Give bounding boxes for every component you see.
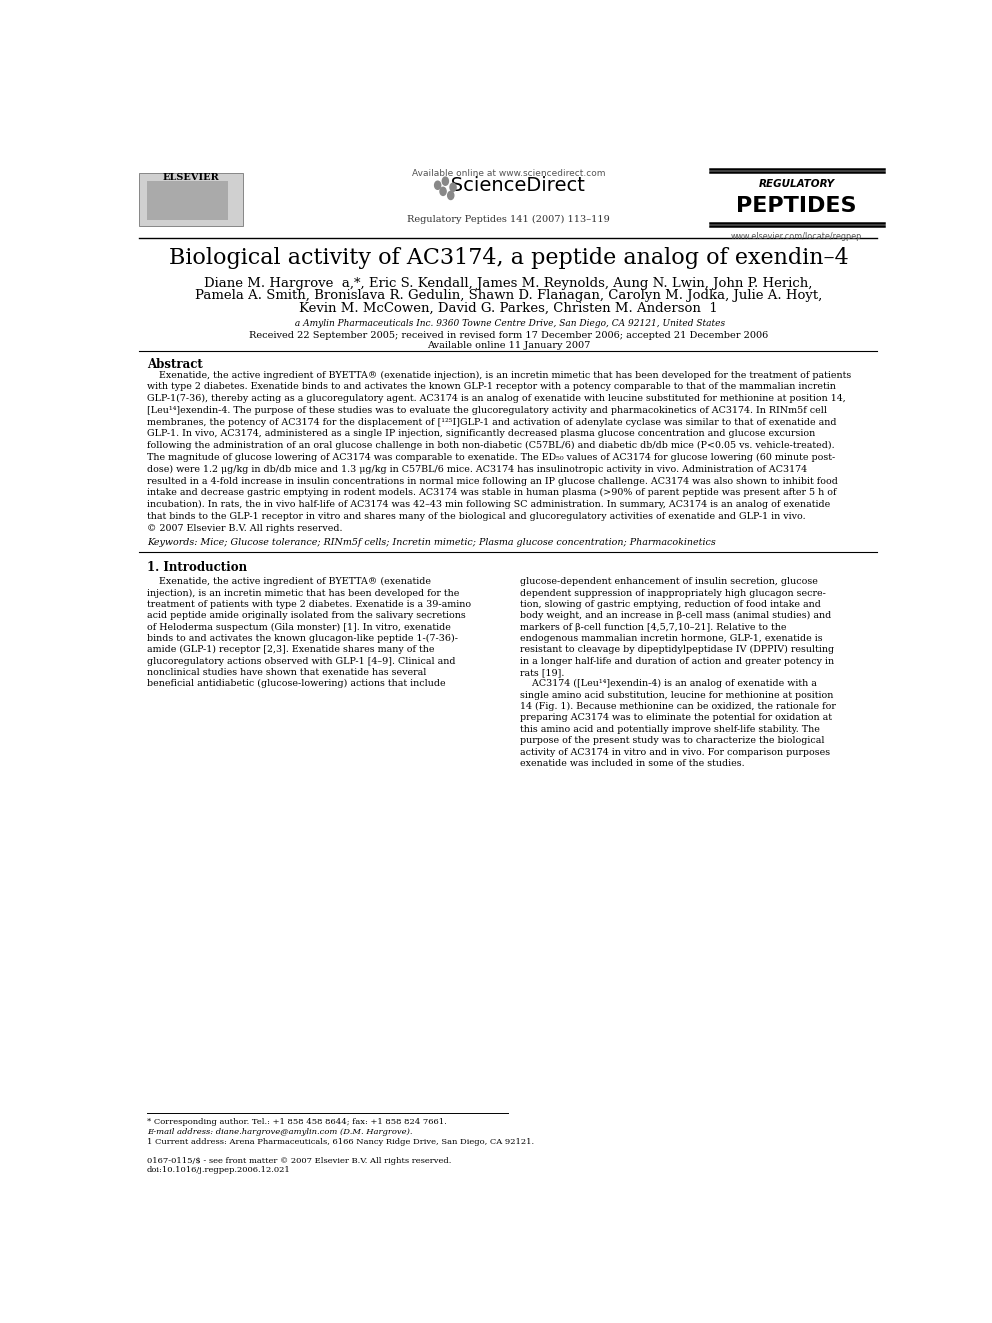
Text: Exenatide, the active ingredient of BYETTA® (exenatide injection), is an increti: Exenatide, the active ingredient of BYET… (147, 370, 851, 380)
Text: REGULATORY: REGULATORY (759, 179, 834, 189)
Text: following the administration of an oral glucose challenge in both non-diabetic (: following the administration of an oral … (147, 442, 834, 450)
Text: Abstract: Abstract (147, 359, 202, 372)
Text: [Leu¹⁴]exendin-4. The purpose of these studies was to evaluate the glucoregulato: [Leu¹⁴]exendin-4. The purpose of these s… (147, 406, 827, 415)
Text: of Heloderma suspectum (Gila monster) [1]. In vitro, exenatide: of Heloderma suspectum (Gila monster) [1… (147, 623, 451, 631)
Circle shape (442, 177, 448, 185)
Text: Available online at www.sciencedirect.com: Available online at www.sciencedirect.co… (412, 169, 605, 179)
Text: this amino acid and potentially improve shelf-life stability. The: this amino acid and potentially improve … (520, 725, 819, 734)
Text: glucoregulatory actions observed with GLP-1 [4–9]. Clinical and: glucoregulatory actions observed with GL… (147, 656, 455, 665)
Circle shape (450, 183, 456, 192)
Text: glucose-dependent enhancement of insulin secretion, glucose: glucose-dependent enhancement of insulin… (520, 577, 817, 586)
Text: purpose of the present study was to characterize the biological: purpose of the present study was to char… (520, 736, 824, 745)
Text: 14 (Fig. 1). Because methionine can be oxidized, the rationale for: 14 (Fig. 1). Because methionine can be o… (520, 703, 836, 712)
Text: acid peptide amide originally isolated from the salivary secretions: acid peptide amide originally isolated f… (147, 611, 466, 620)
Text: Diane M. Hargrove  a,*, Eric S. Kendall, James M. Reynolds, Aung N. Lwin, John P: Diane M. Hargrove a,*, Eric S. Kendall, … (204, 277, 812, 290)
Text: exenatide was included in some of the studies.: exenatide was included in some of the st… (520, 759, 745, 767)
Text: markers of β-cell function [4,5,7,10–21]. Relative to the: markers of β-cell function [4,5,7,10–21]… (520, 623, 787, 631)
Text: nonclinical studies have shown that exenatide has several: nonclinical studies have shown that exen… (147, 668, 427, 677)
Text: single amino acid substitution, leucine for methionine at position: single amino acid substitution, leucine … (520, 691, 833, 700)
Text: www.elsevier.com/locate/regpep: www.elsevier.com/locate/regpep (731, 232, 862, 241)
Text: resistant to cleavage by dipeptidylpeptidase IV (DPPIV) resulting: resistant to cleavage by dipeptidylpepti… (520, 646, 834, 655)
Text: endogenous mammalian incretin hormone, GLP-1, exenatide is: endogenous mammalian incretin hormone, G… (520, 634, 822, 643)
Text: injection), is an incretin mimetic that has been developed for the: injection), is an incretin mimetic that … (147, 589, 459, 598)
Text: in a longer half-life and duration of action and greater potency in: in a longer half-life and duration of ac… (520, 656, 834, 665)
Text: dependent suppression of inappropriately high glucagon secre-: dependent suppression of inappropriately… (520, 589, 825, 598)
Text: E-mail address: diane.hargrove@amylin.com (D.M. Hargrove).: E-mail address: diane.hargrove@amylin.co… (147, 1129, 413, 1136)
Text: amide (GLP-1) receptor [2,3]. Exenatide shares many of the: amide (GLP-1) receptor [2,3]. Exenatide … (147, 646, 434, 655)
Text: intake and decrease gastric emptying in rodent models. AC3174 was stable in huma: intake and decrease gastric emptying in … (147, 488, 836, 497)
Text: tion, slowing of gastric emptying, reduction of food intake and: tion, slowing of gastric emptying, reduc… (520, 599, 820, 609)
Text: rats [19].: rats [19]. (520, 668, 564, 677)
Text: GLP-1(7-36), thereby acting as a glucoregulatory agent. AC3174 is an analog of e: GLP-1(7-36), thereby acting as a glucore… (147, 394, 846, 404)
Text: Received 22 September 2005; received in revised form 17 December 2006; accepted : Received 22 September 2005; received in … (249, 331, 768, 340)
Text: incubation). In rats, the in vivo half-life of AC3174 was 42–43 min following SC: incubation). In rats, the in vivo half-l… (147, 500, 830, 509)
Text: activity of AC3174 in vitro and in vivo. For comparison purposes: activity of AC3174 in vitro and in vivo.… (520, 747, 830, 757)
Text: Exenatide, the active ingredient of BYETTA® (exenatide: Exenatide, the active ingredient of BYET… (147, 577, 432, 586)
Text: Keywords: Mice; Glucose tolerance; RINm5f cells; Incretin mimetic; Plasma glucos: Keywords: Mice; Glucose tolerance; RINm5… (147, 538, 716, 548)
Text: 1. Introduction: 1. Introduction (147, 561, 247, 574)
Text: membranes, the potency of AC3174 for the displacement of [¹²⁵I]GLP-1 and activat: membranes, the potency of AC3174 for the… (147, 418, 836, 427)
Text: binds to and activates the known glucagon-like peptide 1-(7-36)-: binds to and activates the known glucago… (147, 634, 458, 643)
Text: beneficial antidiabetic (glucose-lowering) actions that include: beneficial antidiabetic (glucose-lowerin… (147, 680, 445, 688)
Text: © 2007 Elsevier B.V. All rights reserved.: © 2007 Elsevier B.V. All rights reserved… (147, 524, 342, 533)
Text: * Corresponding author. Tel.: +1 858 458 8644; fax: +1 858 824 7661.: * Corresponding author. Tel.: +1 858 458… (147, 1118, 446, 1126)
Circle shape (440, 188, 446, 196)
Text: The magnitude of glucose lowering of AC3174 was comparable to exenatide. The ED₅: The magnitude of glucose lowering of AC3… (147, 452, 835, 462)
Text: dose) were 1.2 μg/kg in db/db mice and 1.3 μg/kg in C57BL/6 mice. AC3174 has ins: dose) were 1.2 μg/kg in db/db mice and 1… (147, 464, 807, 474)
Text: body weight, and an increase in β-cell mass (animal studies) and: body weight, and an increase in β-cell m… (520, 611, 831, 620)
FancyBboxPatch shape (147, 181, 228, 220)
Text: with type 2 diabetes. Exenatide binds to and activates the known GLP-1 receptor : with type 2 diabetes. Exenatide binds to… (147, 382, 836, 392)
Text: Pamela A. Smith, Bronislava R. Gedulin, Shawn D. Flanagan, Carolyn M. Jodka, Jul: Pamela A. Smith, Bronislava R. Gedulin, … (194, 290, 822, 302)
Text: Available online 11 January 2007: Available online 11 January 2007 (427, 341, 590, 351)
Circle shape (434, 181, 440, 189)
Text: AC3174 ([Leu¹⁴]exendin-4) is an analog of exenatide with a: AC3174 ([Leu¹⁴]exendin-4) is an analog o… (520, 680, 816, 688)
Text: treatment of patients with type 2 diabetes. Exenatide is a 39-amino: treatment of patients with type 2 diabet… (147, 599, 471, 609)
Text: doi:10.1016/j.regpep.2006.12.021: doi:10.1016/j.regpep.2006.12.021 (147, 1167, 291, 1175)
Text: PEPTIDES: PEPTIDES (736, 196, 857, 217)
Text: a Amylin Pharmaceuticals Inc. 9360 Towne Centre Drive, San Diego, CA 92121, Unit: a Amylin Pharmaceuticals Inc. 9360 Towne… (292, 319, 725, 328)
Circle shape (447, 192, 453, 200)
Text: ScienceDirect: ScienceDirect (432, 176, 585, 194)
Text: that binds to the GLP-1 receptor in vitro and shares many of the biological and : that binds to the GLP-1 receptor in vitr… (147, 512, 806, 521)
Text: Biological activity of AC3174, a peptide analog of exendin–4: Biological activity of AC3174, a peptide… (169, 247, 848, 270)
Text: GLP-1. In vivo, AC3174, administered as a single IP injection, significantly dec: GLP-1. In vivo, AC3174, administered as … (147, 430, 815, 438)
Text: resulted in a 4-fold increase in insulin concentrations in normal mice following: resulted in a 4-fold increase in insulin… (147, 476, 838, 486)
Text: 1 Current address: Arena Pharmaceuticals, 6166 Nancy Ridge Drive, San Diego, CA : 1 Current address: Arena Pharmaceuticals… (147, 1138, 534, 1146)
FancyBboxPatch shape (139, 173, 243, 226)
Text: preparing AC3174 was to eliminate the potential for oxidation at: preparing AC3174 was to eliminate the po… (520, 713, 832, 722)
Text: Regulatory Peptides 141 (2007) 113–119: Regulatory Peptides 141 (2007) 113–119 (407, 214, 610, 224)
Text: ELSEVIER: ELSEVIER (163, 173, 219, 183)
Text: Kevin M. McCowen, David G. Parkes, Christen M. Anderson  1: Kevin M. McCowen, David G. Parkes, Chris… (299, 302, 718, 315)
Text: 0167-0115/$ - see front matter © 2007 Elsevier B.V. All rights reserved.: 0167-0115/$ - see front matter © 2007 El… (147, 1158, 451, 1166)
